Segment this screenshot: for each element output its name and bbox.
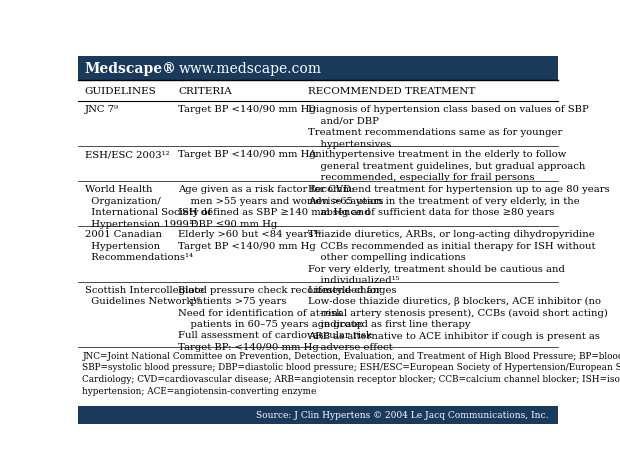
Text: Scottish Intercollegiate
  Guidelines Network¹⁶: Scottish Intercollegiate Guidelines Netw… bbox=[85, 285, 204, 306]
Text: Age given as a risk factor for CVD:
    men >55 years and women >65 years
ISH de: Age given as a risk factor for CVD: men … bbox=[179, 185, 384, 228]
Text: World Health
  Organization/
  International Society of
  Hypertension 1999¹³: World Health Organization/ International… bbox=[85, 185, 211, 228]
Text: Source: J Clin Hypertens © 2004 Le Jacq Communications, Inc.: Source: J Clin Hypertens © 2004 Le Jacq … bbox=[256, 410, 548, 419]
Text: JNC=Joint National Committee on Prevention, Detection, Evaluation, and Treatment: JNC=Joint National Committee on Preventi… bbox=[82, 351, 620, 395]
FancyBboxPatch shape bbox=[78, 406, 558, 424]
Text: Thiazide diuretics, ARBs, or long-acting dihydropyridine
    CCBs recommended as: Thiazide diuretics, ARBs, or long-acting… bbox=[308, 230, 596, 285]
Text: ESH/ESC 2003¹²: ESH/ESC 2003¹² bbox=[85, 150, 169, 159]
Text: GUIDELINES: GUIDELINES bbox=[85, 87, 156, 96]
FancyBboxPatch shape bbox=[78, 57, 558, 81]
Text: Blood pressure check recommended for
    patients >75 years
Need for identificat: Blood pressure check recommended for pat… bbox=[179, 285, 381, 351]
Text: Diagnosis of hypertension class based on values of SBP
    and/or DBP
Treatment : Diagnosis of hypertension class based on… bbox=[308, 105, 589, 149]
Text: www.medscape.com: www.medscape.com bbox=[179, 62, 322, 76]
Text: Recommend treatment for hypertension up to age 80 years
Advise caution in the tr: Recommend treatment for hypertension up … bbox=[308, 185, 609, 217]
Text: RECOMMENDED TREATMENT: RECOMMENDED TREATMENT bbox=[308, 87, 476, 96]
Text: Anithypertensive treatment in the elderly to follow
    general treatment guidel: Anithypertensive treatment in the elderl… bbox=[308, 150, 585, 182]
Text: JNC 7⁹: JNC 7⁹ bbox=[85, 105, 118, 114]
Text: Target BP <140/90 mm Hg: Target BP <140/90 mm Hg bbox=[179, 105, 316, 114]
Text: 2001 Canadian
  Hypertension
  Recommendations¹⁴: 2001 Canadian Hypertension Recommendatio… bbox=[85, 230, 193, 262]
Text: Target BP <140/90 mm Hg: Target BP <140/90 mm Hg bbox=[179, 150, 316, 159]
Text: Elderly >60 but <84 years¹⁵
Target BP <140/90 mm Hg: Elderly >60 but <84 years¹⁵ Target BP <1… bbox=[179, 230, 322, 250]
Text: Medscape®: Medscape® bbox=[85, 62, 177, 76]
Text: Lifestyle changes
Low-dose thiazide diuretics, β blockers, ACE inhibitor (no
   : Lifestyle changes Low-dose thiazide diur… bbox=[308, 285, 608, 351]
Text: CRITERIA: CRITERIA bbox=[179, 87, 232, 96]
